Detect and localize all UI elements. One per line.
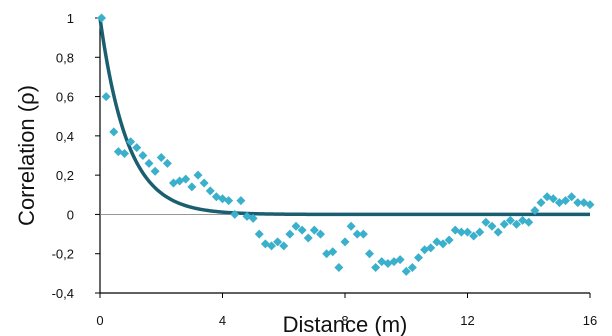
data-point	[456, 227, 466, 237]
data-point	[401, 266, 411, 276]
data-point	[156, 152, 166, 162]
data-point	[273, 237, 283, 247]
data-point	[512, 219, 521, 229]
y-tick-label: 0,8	[56, 50, 74, 65]
fit-curve	[98, 17, 590, 217]
y-tick-label: 0	[67, 207, 74, 222]
data-point	[279, 241, 289, 251]
y-tick-label: -0,4	[52, 286, 74, 301]
data-point	[303, 233, 313, 243]
data-point	[254, 229, 264, 239]
data-point	[309, 225, 319, 235]
data-point	[536, 198, 546, 208]
data-point	[132, 143, 142, 153]
data-point	[493, 227, 503, 237]
data-point	[444, 235, 454, 245]
x-tick-label: 16	[583, 313, 597, 328]
data-point	[340, 237, 350, 247]
data-point	[126, 137, 136, 147]
data-point	[205, 186, 215, 196]
data-point	[144, 158, 154, 168]
y-tick-label: -0,2	[52, 247, 74, 262]
y-tick-label: 0,6	[56, 90, 74, 105]
data-point	[291, 221, 301, 231]
data-point	[585, 200, 595, 210]
data-point	[101, 92, 111, 102]
data-point	[371, 262, 381, 272]
data-point	[162, 158, 172, 168]
data-point	[365, 249, 374, 259]
data-point	[109, 127, 119, 137]
data-point	[475, 227, 485, 237]
data-point	[548, 194, 558, 204]
data-point	[187, 182, 197, 192]
data-point	[561, 196, 570, 206]
axes	[95, 17, 591, 298]
data-point	[236, 196, 246, 206]
x-tick-label: 0	[96, 313, 103, 328]
data-point	[193, 170, 203, 180]
x-axis-title: Distance (m)	[283, 312, 408, 336]
data-point	[285, 229, 295, 239]
data-point	[487, 221, 497, 231]
data-point	[407, 262, 417, 272]
data-point	[395, 255, 405, 265]
data-point	[352, 229, 362, 239]
data-point	[426, 243, 436, 253]
x-tick-label: 4	[219, 313, 226, 328]
y-tick-label: 0,4	[56, 129, 74, 144]
y-tick-label: 1	[67, 11, 74, 26]
data-point	[138, 151, 148, 160]
data-point	[481, 217, 491, 227]
data-point	[199, 178, 209, 188]
data-point	[567, 192, 577, 202]
data-point	[328, 247, 338, 257]
data-point	[358, 229, 368, 239]
y-axis-title: Correlation (ρ)	[14, 85, 39, 226]
data-point	[224, 196, 234, 206]
data-point	[524, 217, 534, 227]
data-point	[530, 206, 540, 215]
data-point	[463, 227, 472, 237]
data-point	[97, 13, 107, 23]
data-point	[316, 229, 325, 239]
data-point	[505, 215, 515, 225]
data-point	[150, 166, 160, 176]
data-point	[297, 225, 307, 235]
data-point	[573, 198, 583, 208]
data-point	[248, 213, 258, 223]
x-tick-label: 8	[341, 313, 348, 328]
data-point	[346, 221, 356, 231]
data-point	[120, 149, 129, 159]
data-point	[469, 231, 479, 241]
data-points	[97, 13, 595, 276]
data-point	[438, 239, 448, 249]
data-point	[267, 241, 276, 251]
tick-labels: 1 0,8 0,6 0,4 0,2 0 -0,2 -0,4 0 4 8 12 16	[52, 11, 598, 328]
x-tick-label: 12	[460, 313, 474, 328]
data-point	[414, 253, 423, 263]
y-tick-label: 0,2	[56, 168, 74, 183]
data-point	[230, 209, 240, 219]
data-point	[499, 219, 509, 229]
data-point	[334, 262, 344, 272]
data-point	[181, 174, 191, 184]
